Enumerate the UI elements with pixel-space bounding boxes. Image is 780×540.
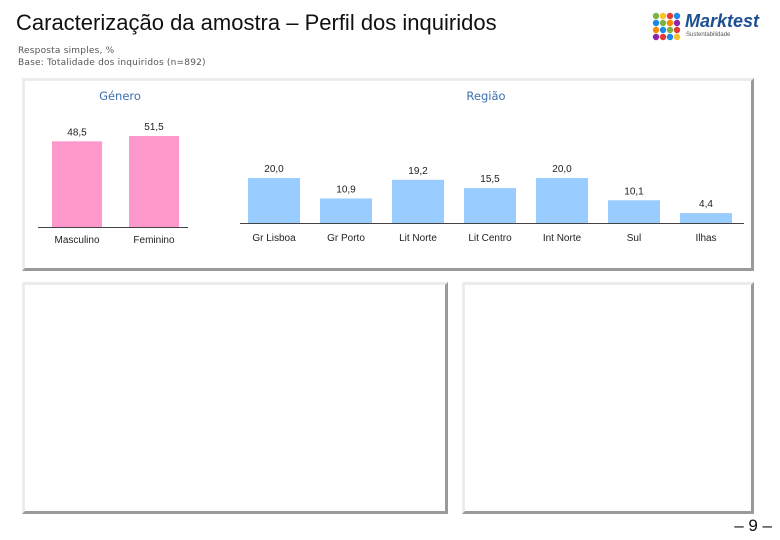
genero-chart-title: Género — [99, 89, 141, 103]
marktest-logo: Marktest Sustentabilidade — [652, 11, 764, 44]
regiao-category-label: Int Norte — [543, 233, 582, 244]
page-number: – 9 – — [734, 516, 772, 535]
response-note: Resposta simples, % — [18, 46, 115, 56]
regiao-category-label: Sul — [627, 233, 641, 244]
regiao-value-label: 20,0 — [552, 164, 572, 175]
logo-subtitle: Sustentabilidade — [686, 32, 731, 38]
genero-value-label: 51,5 — [144, 122, 164, 133]
regiao-bar — [464, 188, 516, 223]
panel-idade — [22, 282, 448, 514]
genero-category-label: Feminino — [133, 235, 175, 246]
page-title: Caracterização da amostra – Perfil dos i… — [16, 10, 497, 35]
regiao-value-label: 10,9 — [336, 184, 356, 195]
regiao-bar — [320, 198, 372, 223]
regiao-bar — [392, 179, 444, 223]
genero-bar — [129, 136, 179, 227]
regiao-value-label: 15,5 — [480, 174, 500, 185]
regiao-value-label: 20,0 — [264, 164, 284, 175]
regiao-bar — [248, 178, 300, 223]
logo-dots-icon — [652, 12, 681, 41]
regiao-value-label: 19,2 — [408, 166, 428, 177]
regiao-category-label: Gr Porto — [327, 233, 365, 244]
base-note: Base: Totalidade dos inquiridos (n=892) — [18, 58, 206, 68]
regiao-bar — [536, 178, 588, 223]
logo-name: Marktest — [685, 11, 760, 31]
genero-category-label: Masculino — [54, 235, 99, 246]
panel-classe-social — [462, 282, 754, 514]
regiao-category-label: Gr Lisboa — [252, 233, 296, 244]
regiao-category-label: Ilhas — [695, 233, 716, 244]
regiao-category-label: Lit Norte — [399, 233, 437, 244]
genero-value-label: 48,5 — [67, 127, 87, 138]
regiao-chart-title: Região — [466, 89, 505, 103]
regiao-value-label: 10,1 — [624, 186, 644, 197]
regiao-value-label: 4,4 — [699, 199, 713, 210]
regiao-bar — [680, 213, 732, 223]
genero-bar — [52, 141, 102, 227]
regiao-category-label: Lit Centro — [468, 233, 512, 244]
regiao-bar — [608, 200, 660, 223]
